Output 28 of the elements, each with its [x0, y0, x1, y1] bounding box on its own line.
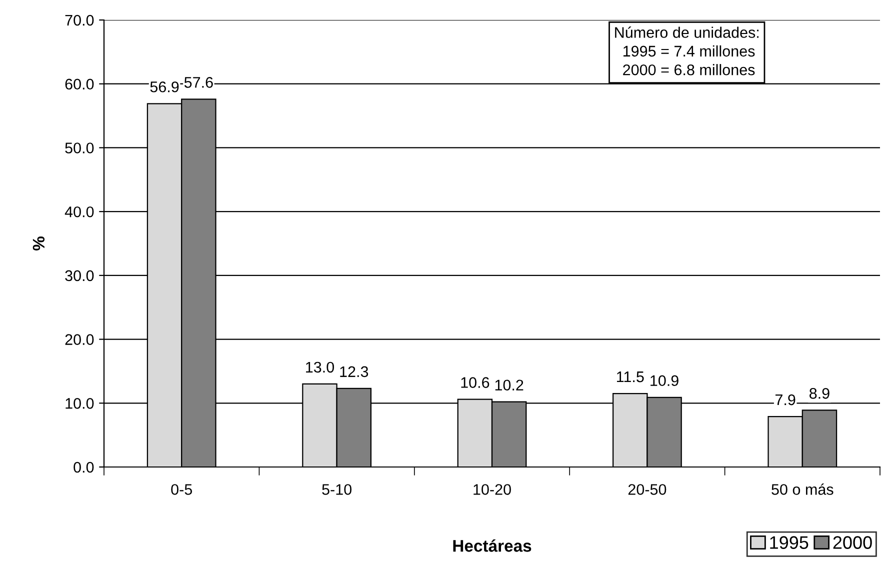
data-label: 11.5 [616, 372, 644, 382]
y-axis-title: % [32, 236, 45, 250]
data-label: 10.9 [650, 375, 678, 386]
data-label: 10.6 [461, 377, 490, 388]
legend-label: 1995 [770, 536, 808, 549]
data-label: 56.9 [150, 81, 179, 92]
x-tick-label: 20-50 [628, 484, 666, 495]
y-tick-label: 10.0 [66, 398, 94, 409]
x-tick-label: 10-20 [474, 484, 511, 495]
x-tick-label: 5-10 [322, 484, 352, 495]
y-tick-label: 0.0 [74, 462, 94, 473]
y-tick-label: 60.0 [65, 78, 94, 90]
annotation: Número de unidades: 1995 = 7.4 millones 2000 = 6.8 millones [615, 26, 759, 76]
x-tick-label: 50 o más [772, 483, 834, 495]
x-axis-title: Hectáreas [453, 539, 532, 552]
legend-label: 2000 [833, 536, 872, 549]
data-label: 57.6 [184, 77, 213, 88]
data-label: 8.9 [810, 388, 830, 399]
data-label: 10.2 [495, 380, 524, 391]
y-tick-label: 30.0 [65, 270, 94, 282]
y-tick-label: 70.0 [65, 14, 94, 26]
data-label: 13.0 [306, 362, 334, 373]
y-tick-label: 20.0 [65, 334, 94, 345]
data-label: 7.9 [775, 394, 796, 406]
y-tick-label: 50.0 [65, 142, 94, 154]
x-tick-label: 0-5 [171, 484, 192, 495]
y-tick-label: 40.0 [64, 206, 94, 218]
data-label: 12.3 [340, 366, 368, 378]
